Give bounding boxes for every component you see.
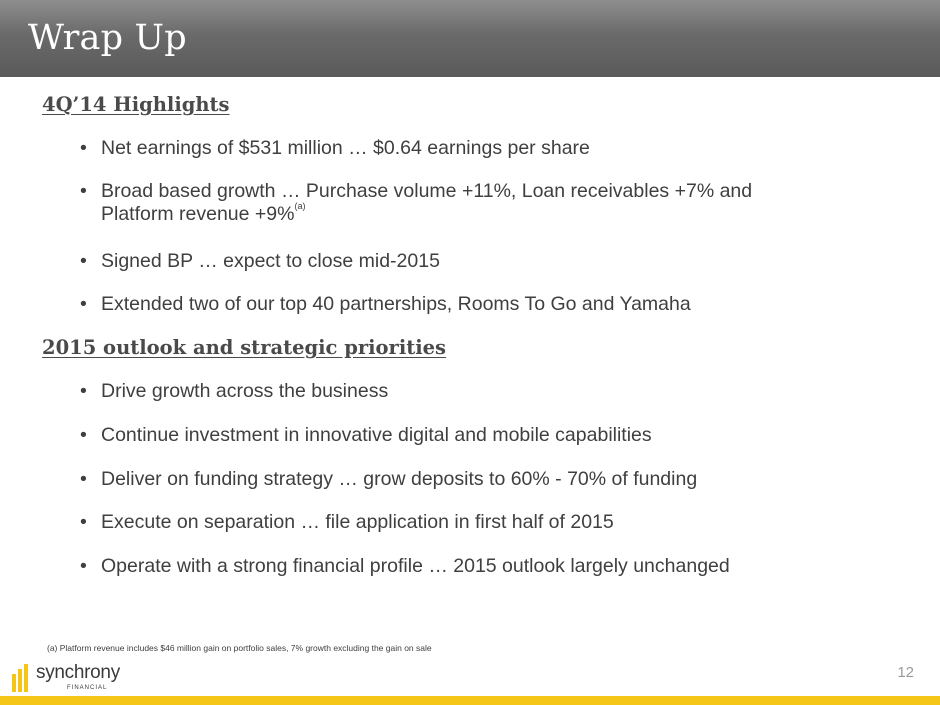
footnote-marker: (a) <box>294 200 306 211</box>
bullet-icon: • <box>80 293 87 315</box>
bullet-text: Operate with a strong financial profile … <box>101 555 730 577</box>
highlight-bullet-3: • Signed BP … expect to close mid-2015 <box>80 250 440 273</box>
highlight-bullet-2: • Broad based growth … Purchase volume +… <box>80 180 752 226</box>
logo-wordmark: synchrony <box>36 662 120 683</box>
bullet-icon: • <box>80 511 87 533</box>
outlook-bullet-3: • Deliver on funding strategy … grow dep… <box>80 468 697 491</box>
page-number: 12 <box>897 664 914 681</box>
slide-title: Wrap Up <box>28 18 187 58</box>
synchrony-logo-icon <box>12 664 28 692</box>
bullet-icon: • <box>80 250 87 272</box>
bullet-text: Net earnings of $531 million … $0.64 ear… <box>101 137 590 159</box>
highlight-bullet-4: • Extended two of our top 40 partnership… <box>80 293 691 316</box>
outlook-bullet-2: • Continue investment in innovative digi… <box>80 424 652 447</box>
outlook-bullet-4: • Execute on separation … file applicati… <box>80 511 614 534</box>
bullet-text-line2: Platform revenue +9% <box>101 203 295 225</box>
bullet-icon: • <box>80 555 87 577</box>
accent-band <box>0 696 940 705</box>
outlook-bullet-1: • Drive growth across the business <box>80 380 388 403</box>
outlook-heading: 2015 outlook and strategic priorities <box>42 336 447 359</box>
bullet-icon: • <box>80 380 87 402</box>
bullet-text: Deliver on funding strategy … grow depos… <box>101 468 698 490</box>
bullet-icon: • <box>80 424 87 446</box>
bullet-text: Signed BP … expect to close mid-2015 <box>101 250 440 272</box>
bullet-text: Execute on separation … file application… <box>101 511 614 533</box>
highlight-bullet-1: • Net earnings of $531 million … $0.64 e… <box>80 137 590 160</box>
outlook-bullet-5: • Operate with a strong financial profil… <box>80 555 730 578</box>
bullet-text: Drive growth across the business <box>101 380 389 402</box>
highlights-heading: 4Q’14 Highlights <box>42 93 230 116</box>
bullet-icon: • <box>80 137 87 159</box>
bullet-text: Continue investment in innovative digita… <box>101 424 652 446</box>
bullet-text: Extended two of our top 40 partnerships,… <box>101 293 691 315</box>
title-bar: Wrap Up <box>0 0 940 77</box>
bullet-icon: • <box>80 180 87 202</box>
logo-subtitle: FINANCIAL <box>67 685 108 691</box>
synchrony-logo: synchrony FINANCIAL <box>12 662 132 694</box>
bullet-icon: • <box>80 468 87 490</box>
footnote: (a) Platform revenue includes $46 millio… <box>47 643 432 653</box>
bullet-text-line1: Broad based growth … Purchase volume +11… <box>101 180 753 202</box>
